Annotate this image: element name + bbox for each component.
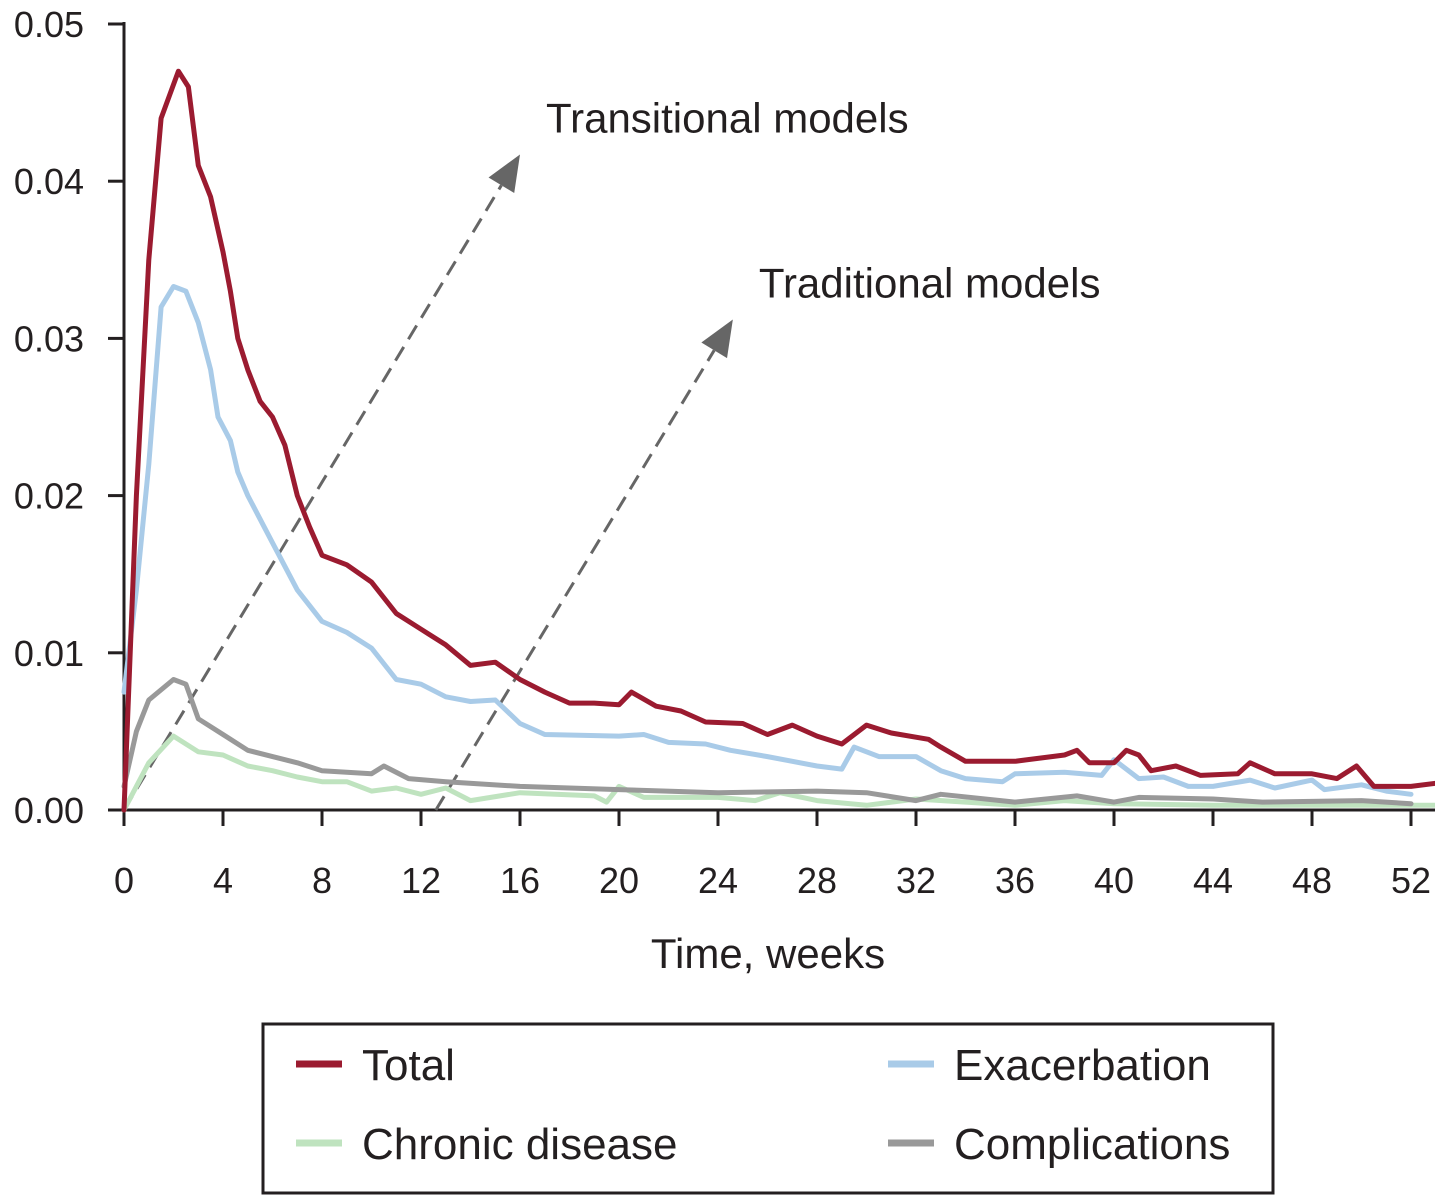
x-tick-label: 16 [500, 860, 540, 901]
y-tick-label: 0.05 [14, 4, 84, 45]
series-line-total [121, 68, 1435, 813]
x-tick-label: 4 [213, 860, 233, 901]
y-tick-label: 0.02 [14, 476, 84, 517]
x-tick-label: 12 [401, 860, 441, 901]
legend-label: Chronic disease [362, 1120, 678, 1169]
annotation-label: Traditional models [759, 260, 1101, 307]
legend: Total Exacerbation Chronic disease Complica… [261, 1022, 1275, 1195]
y-tick-label: 0.03 [14, 318, 84, 359]
legend-box [261, 1022, 1275, 1195]
legend-label: Exacerbation [954, 1041, 1211, 1090]
y-tick-label: 0.00 [14, 790, 84, 831]
legend-label: Total [362, 1041, 455, 1090]
y-tick-label: 0.01 [14, 633, 84, 674]
annotation-arrow-line [122, 184, 503, 811]
x-tick-label: 48 [1292, 860, 1332, 901]
x-tick-label: 24 [698, 860, 738, 901]
x-tick-label: 32 [896, 860, 936, 901]
x-tick-label: 36 [995, 860, 1035, 901]
annotation-label: Transitional models [546, 94, 909, 141]
arrowhead-icon [488, 154, 520, 194]
annotation-arrow-line [434, 349, 716, 811]
y-tick-label: 0.04 [14, 161, 84, 202]
series-line-exacerbation [121, 284, 1414, 797]
x-axis-label: Time, weeks [651, 930, 885, 977]
series-line-complications [121, 677, 1414, 807]
x-tick-label: 44 [1193, 860, 1233, 901]
x-tick-label: 20 [599, 860, 639, 901]
x-tick-label: 52 [1391, 860, 1431, 901]
x-tick-label: 40 [1094, 860, 1134, 901]
legend-label: Complications [954, 1120, 1230, 1169]
arrowhead-icon [701, 319, 733, 359]
series-line-chronic-disease [121, 733, 1435, 813]
x-tick-label: 0 [114, 860, 134, 901]
x-tick-label: 28 [797, 860, 837, 901]
x-tick-label: 8 [312, 860, 332, 901]
